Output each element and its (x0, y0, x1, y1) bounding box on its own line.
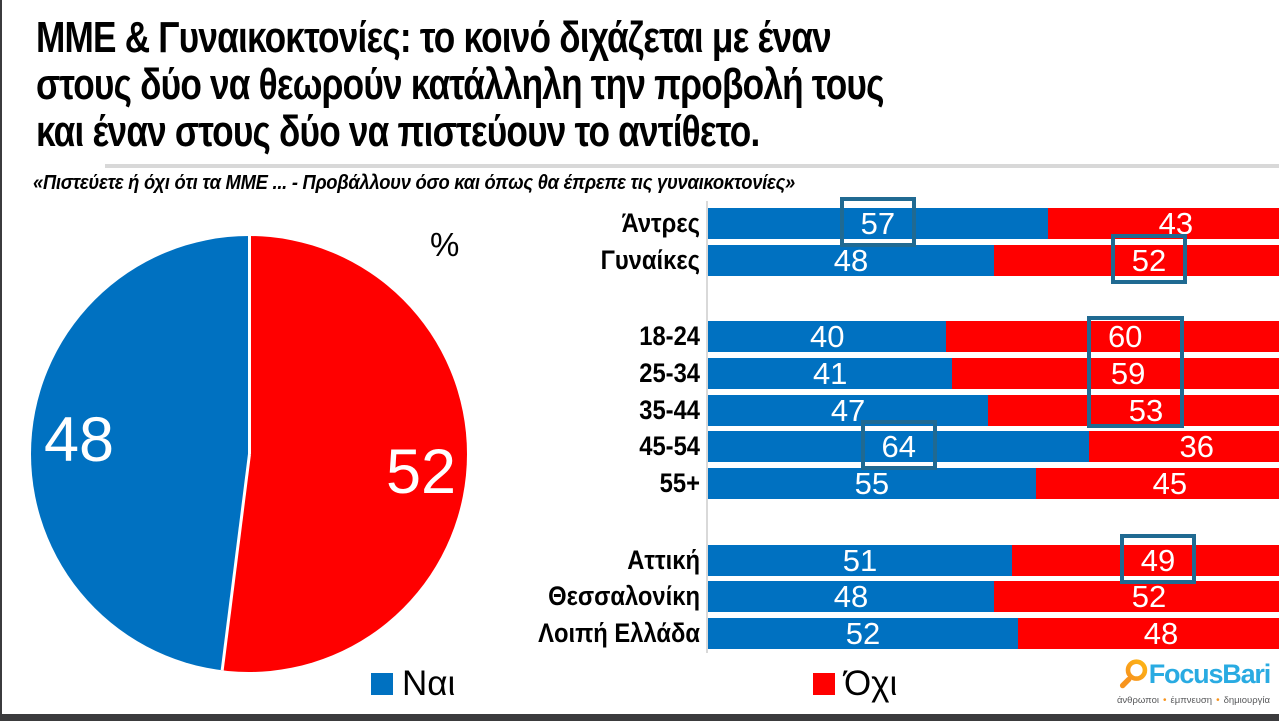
slide-left-border (0, 0, 2, 721)
bar-segment-yes: 48 (708, 579, 995, 614)
category-label: Λοιπή Ελλάδα (538, 618, 700, 648)
bar-value-no: 48 (1143, 616, 1179, 651)
bar-segment-yes: 55 (708, 468, 1036, 499)
logo-brand-text: FocusBari (1148, 659, 1271, 689)
highlight-box (1087, 316, 1185, 428)
bar-segment-no: 43 (1047, 206, 1279, 241)
bar-value-yes: 48 (833, 579, 869, 614)
bar-segment-no: 52 (994, 581, 1279, 612)
bar-segment-no: 49 (1011, 543, 1279, 578)
slide-bottom-bar (0, 714, 1279, 721)
legend-swatch-no (813, 673, 835, 695)
title-separator (105, 164, 1279, 168)
bar-value-yes: 51 (842, 543, 878, 578)
tagline-word: άνθρωποι (1116, 695, 1159, 706)
bar-segment-yes: 51 (708, 545, 1012, 576)
bar-segment-no: 36 (1089, 431, 1279, 462)
bar-row: 64 36 (708, 431, 1279, 462)
bar-value-yes: 64 (881, 429, 916, 464)
bar-segment-no: 60 (946, 321, 1279, 352)
legend-item-yes: Ναι (371, 664, 456, 703)
bar-segment-yes: 48 (708, 243, 995, 278)
bar-value-yes: 48 (833, 243, 869, 278)
bar-value-no: 45 (1152, 466, 1188, 501)
pie-divider-1 (247, 236, 251, 454)
bar-row: 41 59 (708, 358, 1279, 389)
legend-item-no: Όχι (813, 664, 898, 703)
bar-row: 40 60 (708, 321, 1279, 352)
survey-question: «Πιστεύετε ή όχι ότι τα ΜΜΕ ... - Προβάλ… (33, 172, 796, 194)
category-label: Γυναίκες (600, 245, 700, 275)
bar-value-no: 43 (1158, 206, 1194, 241)
bar-segment-no: 59 (952, 358, 1279, 389)
page-title: ΜΜΕ & Γυναικοκτονίες: το κοινό διχάζεται… (36, 14, 884, 155)
bar-segment-yes: 41 (708, 356, 953, 391)
logo-tagline: άνθρωποι • έμπνευση • δημιουργία (1116, 695, 1270, 706)
bar-value-no: 36 (1179, 429, 1214, 464)
bar-segment-no: 48 (1017, 616, 1279, 651)
bar-value-yes: 55 (854, 466, 890, 501)
bar-segment-yes: 57 (708, 208, 1048, 239)
highlight-box (860, 420, 937, 470)
bar-chart-axis-line (706, 201, 708, 653)
magnifier-icon (1119, 659, 1148, 689)
category-label: Άντρες (621, 208, 700, 238)
title-line-3: και έναν στους δύο να πιστεύουν το αντίθ… (36, 107, 760, 156)
highlight-box (839, 197, 916, 247)
pie-value-yes: 48 (43, 405, 115, 475)
bullet-separator: • (1162, 695, 1167, 706)
bar-segment-yes: 52 (708, 618, 1018, 649)
highlight-box (1119, 534, 1196, 584)
category-label: Αττική (627, 545, 700, 575)
bar-value-no: 53 (1128, 393, 1164, 428)
bar-row: 48 52 (708, 245, 1279, 276)
bar-segment-no: 53 (988, 395, 1279, 426)
bar-row: 55 45 (708, 468, 1279, 499)
bar-row: 47 53 (708, 395, 1279, 426)
bar-segment-no: 45 (1035, 466, 1279, 501)
title-line-2: στους δύο να θεωρούν κατάλληλη την προβο… (36, 60, 884, 109)
bar-value-no: 52 (1131, 243, 1167, 278)
tagline-word: έμπνευση (1170, 695, 1213, 706)
bar-value-no: 49 (1140, 543, 1176, 578)
bullet-separator: • (1216, 695, 1220, 706)
focusbari-logo: FocusBari άνθρωποι • έμπνευση • δημιουργία (1116, 654, 1271, 706)
legend-label-no: Όχι (844, 664, 898, 703)
bar-row: 52 48 (708, 618, 1279, 649)
category-label: 35-44 (639, 395, 700, 425)
bar-value-no: 52 (1131, 579, 1167, 614)
bar-segment-no: 52 (994, 245, 1279, 276)
pie-value-no: 52 (385, 437, 457, 507)
bar-value-yes: 41 (812, 356, 848, 391)
category-label: Θεσσαλονίκη (548, 581, 700, 611)
bar-value-yes: 47 (830, 393, 866, 428)
bar-row: 48 52 (708, 581, 1279, 612)
bar-value-yes: 52 (845, 616, 881, 651)
highlight-box (1111, 234, 1188, 284)
tagline-word: δημιουργία (1223, 695, 1270, 706)
bar-row: 51 49 (708, 545, 1279, 576)
category-label: 18-24 (639, 321, 700, 351)
category-label: 55+ (659, 468, 700, 498)
bar-row: 57 43 (708, 208, 1279, 239)
percent-unit-label: % (430, 226, 460, 263)
bar-segment-yes: 40 (708, 319, 947, 354)
bar-value-no: 59 (1110, 356, 1146, 391)
bar-segment-yes: 64 (708, 429, 1090, 464)
legend-label-yes: Ναι (402, 664, 456, 703)
bar-value-yes: 40 (809, 319, 845, 354)
category-label: 45-54 (639, 431, 700, 461)
bar-value-no: 60 (1107, 319, 1143, 354)
legend-swatch-yes (371, 673, 393, 695)
bar-segment-yes: 47 (708, 393, 989, 428)
category-label: 25-34 (639, 358, 700, 388)
title-line-1: ΜΜΕ & Γυναικοκτονίες: το κοινό διχάζεται… (36, 13, 832, 62)
bar-value-yes: 57 (860, 206, 896, 241)
